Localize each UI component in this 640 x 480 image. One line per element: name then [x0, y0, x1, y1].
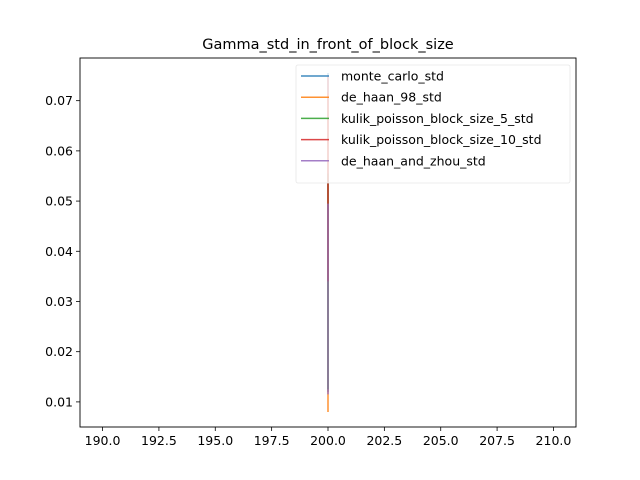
legend-label: kulik_poisson_block_size_10_std [341, 132, 542, 147]
legend-label: kulik_poisson_block_size_5_std [341, 111, 534, 126]
y-tick-label: 0.01 [45, 394, 73, 409]
y-axis-ticks: 0.01 0.02 0.03 0.04 0.05 0.06 0.07 [45, 93, 80, 409]
x-tick-label: 207.5 [479, 433, 515, 448]
x-tick-label: 195.0 [197, 433, 233, 448]
x-tick-label: 202.5 [366, 433, 402, 448]
y-tick-label: 0.04 [45, 244, 73, 259]
plot-area: 190.0 192.5 195.0 197.5 200.0 202.5 205.0 207.5… [45, 57, 577, 448]
x-axis-ticks: 190.0 192.5 195.0 197.5 200.0 202.5 205.0 207.5… [85, 427, 572, 448]
y-tick-label: 0.02 [45, 344, 73, 359]
x-tick-label: 205.0 [423, 433, 459, 448]
legend-box [295, 64, 571, 184]
x-tick-label: 197.5 [254, 433, 290, 448]
legend-label: de_haan_and_zhou_std [341, 153, 486, 168]
x-tick-label: 190.0 [85, 433, 121, 448]
y-tick-label: 0.06 [45, 143, 73, 158]
legend-label: monte_carlo_std [341, 69, 444, 84]
x-tick-label: 210.0 [536, 433, 572, 448]
y-tick-label: 0.03 [45, 294, 73, 309]
legend-label: de_haan_98_std [341, 90, 442, 105]
x-tick-label: 200.0 [310, 433, 346, 448]
y-tick-label: 0.05 [45, 194, 73, 209]
chart-title: Gamma_std_in_front_of_block_size [202, 37, 454, 53]
x-tick-label: 192.5 [141, 433, 177, 448]
legend: monte_carlo_std de_haan_98_std kulik_poiss… [295, 64, 571, 184]
y-tick-label: 0.07 [45, 93, 73, 108]
